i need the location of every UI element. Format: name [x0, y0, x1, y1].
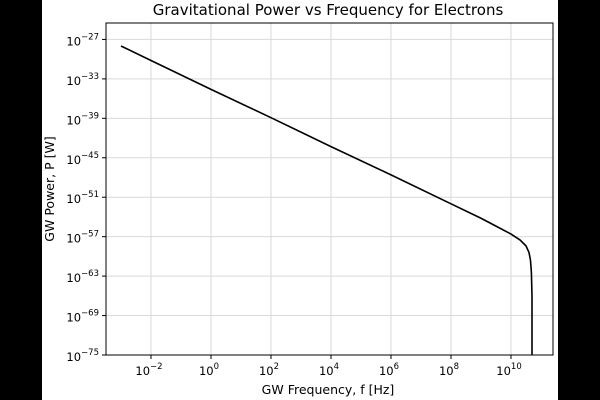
y-tick-label: 10−57: [66, 230, 99, 246]
x-axis-label: GW Frequency, f [Hz]: [262, 382, 395, 397]
x-tick-label: 106: [379, 362, 399, 378]
y-tick-label: 10−69: [66, 309, 99, 325]
y-tick-label: 10−75: [66, 348, 99, 364]
y-axis-label: GW Power, P [W]: [42, 136, 57, 241]
grid-lines: [106, 23, 553, 356]
x-axis-ticks: 10−2 100 102 104 106 108 1010: [135, 355, 522, 378]
y-tick-label: 10−27: [66, 32, 99, 48]
chart-title: Gravitational Power vs Frequency for Ele…: [153, 1, 504, 19]
series-line: [120, 45, 533, 355]
x-tick-label: 10−2: [135, 362, 162, 378]
y-tick-label: 10−39: [66, 111, 99, 127]
x-tick-label: 108: [439, 362, 459, 378]
x-tick-label: 102: [259, 362, 279, 378]
y-tick-label: 10−45: [66, 151, 99, 167]
x-tick-label: 104: [319, 362, 339, 378]
axes-frame: [105, 22, 554, 356]
y-tick-label: 10−63: [66, 269, 99, 285]
x-tick-label: 1010: [496, 362, 521, 378]
y-tick-label: 10−51: [66, 190, 99, 206]
chart-figure: Gravitational Power vs Frequency for Ele…: [42, 1, 554, 397]
x-tick-label: 100: [199, 362, 219, 378]
chart-canvas: Gravitational Power vs Frequency for Ele…: [42, 0, 558, 400]
y-axis-ticks: 10−27 10−33 10−39 10−45 10−51 10−57 10−63 10−69…: [66, 32, 106, 364]
plot-area: [120, 45, 533, 355]
y-tick-label: 10−33: [66, 72, 99, 88]
